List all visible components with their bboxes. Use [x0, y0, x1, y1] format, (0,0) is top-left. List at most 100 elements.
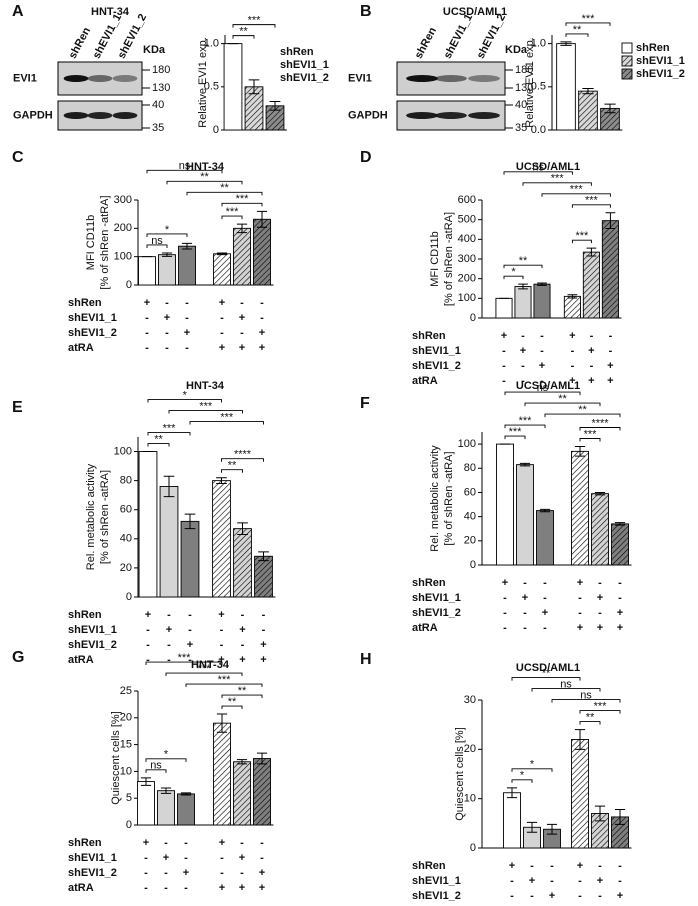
- significance-bracket: [165, 672, 243, 677]
- significance-label: **: [578, 404, 587, 416]
- significance-bracket: [147, 432, 191, 436]
- bar: [601, 220, 619, 319]
- y-tick-label: 0: [213, 124, 219, 136]
- error-bar: [506, 787, 518, 799]
- marker-label: 40: [515, 99, 527, 111]
- chart-title: UCSD/AML1: [516, 161, 580, 173]
- y-tick-label: 40: [464, 511, 476, 523]
- y-tick-label: 200: [458, 273, 476, 285]
- significance-label: ***: [519, 415, 533, 427]
- design-sign: -: [550, 905, 554, 906]
- y-tick-label: 80: [464, 462, 476, 474]
- y-tick-label: 20: [464, 743, 476, 755]
- design-sign: -: [543, 577, 547, 589]
- y-tick-label: 20: [464, 535, 476, 547]
- protein-label: EVI1: [348, 72, 372, 84]
- y-axis-label: Quiescent cells [%]: [110, 711, 122, 805]
- marker-label: 180: [515, 64, 533, 76]
- design-row-label: shRen: [68, 609, 102, 621]
- bar: [496, 443, 514, 566]
- design-sign: +: [144, 297, 150, 309]
- y-tick-label: 300: [458, 253, 476, 265]
- significance-label: ***: [509, 426, 523, 438]
- blot-band: [63, 75, 89, 82]
- design-sign: -: [144, 867, 148, 879]
- marker-label: 35: [515, 122, 527, 134]
- significance-bracket: [221, 705, 243, 710]
- significance-bracket: [189, 421, 264, 425]
- design-sign: +: [529, 875, 535, 887]
- y-tick-label: 25: [120, 685, 132, 697]
- panel-letter: C: [12, 149, 24, 166]
- significance-label: *: [183, 389, 188, 401]
- bar: [503, 792, 521, 849]
- design-row-label: shEVI1_1: [412, 875, 461, 887]
- design-sign: -: [145, 327, 149, 339]
- design-sign: +: [597, 622, 603, 634]
- significance-bracket: [571, 204, 611, 208]
- design-sign: -: [145, 312, 149, 324]
- y-tick-label: 0: [126, 819, 132, 831]
- significance-label: ns: [560, 679, 572, 691]
- design-sign: +: [501, 330, 507, 342]
- significance-bracket: [232, 24, 276, 28]
- design-row-label: shEVI1_2: [68, 639, 117, 651]
- error-bar: [184, 513, 196, 530]
- significance-bracket: [168, 410, 243, 414]
- chart-title: UCSD/AML1: [516, 662, 580, 674]
- design-sign: +: [520, 345, 526, 357]
- design-sign: +: [239, 654, 245, 666]
- design-sign: -: [523, 607, 527, 619]
- design-sign: +: [239, 852, 245, 864]
- significance-label: ***: [226, 206, 240, 218]
- y-axis-label: Relative EVI1 exp.: [197, 37, 209, 128]
- design-row-label: atRA: [68, 342, 94, 354]
- design-sign: +: [617, 622, 623, 634]
- significance-bracket: [146, 233, 188, 237]
- significance-label: *: [511, 266, 516, 278]
- design-row-label: atRA: [412, 375, 438, 387]
- bar: [180, 520, 200, 598]
- legend-label: shEVI1_1: [280, 59, 329, 71]
- error-bar: [160, 787, 172, 794]
- design-sign: +: [542, 607, 548, 619]
- design-sign: +: [239, 312, 245, 324]
- blot-band: [435, 112, 467, 119]
- significance-bracket: [145, 758, 187, 762]
- design-row-label: shEVI1_1: [68, 312, 117, 324]
- design-sign: -: [521, 330, 525, 342]
- y-tick-label: 10: [464, 793, 476, 805]
- design-sign: +: [239, 342, 245, 354]
- design-sign: +: [569, 330, 575, 342]
- y-tick-label: 20: [120, 562, 132, 574]
- significance-bracket: [541, 193, 611, 197]
- marker-label: 40: [152, 99, 164, 111]
- chart-title: UCSD/AML1: [516, 380, 580, 392]
- significance-bracket: [579, 721, 601, 725]
- significance-bracket: [232, 35, 255, 39]
- error-bar: [567, 294, 578, 299]
- design-sign: +: [569, 375, 575, 387]
- design-sign: +: [577, 860, 583, 872]
- design-sign: -: [188, 609, 192, 621]
- bar: [254, 555, 273, 598]
- error-bar: [594, 805, 606, 822]
- significance-label: **: [239, 26, 248, 38]
- error-bar: [216, 477, 227, 485]
- design-sign: +: [163, 852, 169, 864]
- design-sign: +: [260, 654, 266, 666]
- error-bar: [248, 79, 260, 95]
- design-sign: -: [260, 297, 264, 309]
- design-sign: -: [598, 860, 602, 872]
- significance-label: **: [228, 696, 237, 708]
- significance-bracket: [522, 182, 592, 186]
- y-tick-label: 300: [114, 194, 132, 206]
- marker-label: 180: [152, 64, 170, 76]
- design-row-label: shEVI1_2: [412, 607, 461, 619]
- error-bar: [605, 212, 616, 230]
- significance-label: **: [519, 255, 528, 267]
- significance-bracket: [146, 244, 168, 248]
- design-sign: -: [598, 607, 602, 619]
- y-tick-label: 60: [120, 504, 132, 516]
